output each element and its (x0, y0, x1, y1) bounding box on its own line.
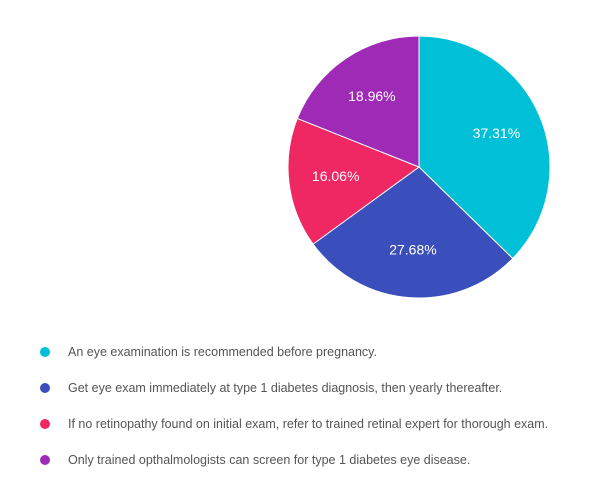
pie-chart: 37.31% 27.68% 16.06% 18.96% (287, 35, 551, 299)
pie-value-labels: 37.31% 27.68% 16.06% 18.96% (312, 88, 520, 257)
chart-legend: An eye examination is recommended before… (40, 342, 548, 486)
legend-item[interactable]: An eye examination is recommended before… (40, 342, 548, 362)
legend-marker-1 (40, 383, 50, 393)
slice-value-label-3: 18.96% (348, 88, 395, 104)
pie-slice-3[interactable] (296, 35, 420, 168)
pie-slices (287, 35, 551, 299)
legend-label-0: An eye examination is recommended before… (68, 345, 377, 359)
legend-item[interactable]: Get eye exam immediately at type 1 diabe… (40, 378, 548, 398)
slice-value-label-1: 27.68% (389, 241, 436, 257)
slice-value-label-2: 16.06% (312, 168, 359, 184)
slice-value-label-0: 37.31% (473, 125, 520, 141)
legend-marker-2 (40, 419, 50, 429)
legend-label-1: Get eye exam immediately at type 1 diabe… (68, 381, 503, 395)
legend-marker-3 (40, 455, 50, 465)
legend-item[interactable]: Only trained opthalmologists can screen … (40, 450, 548, 470)
pie-slice-0[interactable] (418, 35, 551, 260)
legend-marker-0 (40, 347, 50, 357)
pie-slice-1[interactable] (312, 166, 514, 299)
pie-slice-2[interactable] (287, 117, 421, 245)
legend-label-3: Only trained opthalmologists can screen … (68, 453, 471, 467)
legend-label-2: If no retinopathy found on initial exam,… (68, 417, 549, 431)
legend-item[interactable]: If no retinopathy found on initial exam,… (40, 414, 548, 434)
